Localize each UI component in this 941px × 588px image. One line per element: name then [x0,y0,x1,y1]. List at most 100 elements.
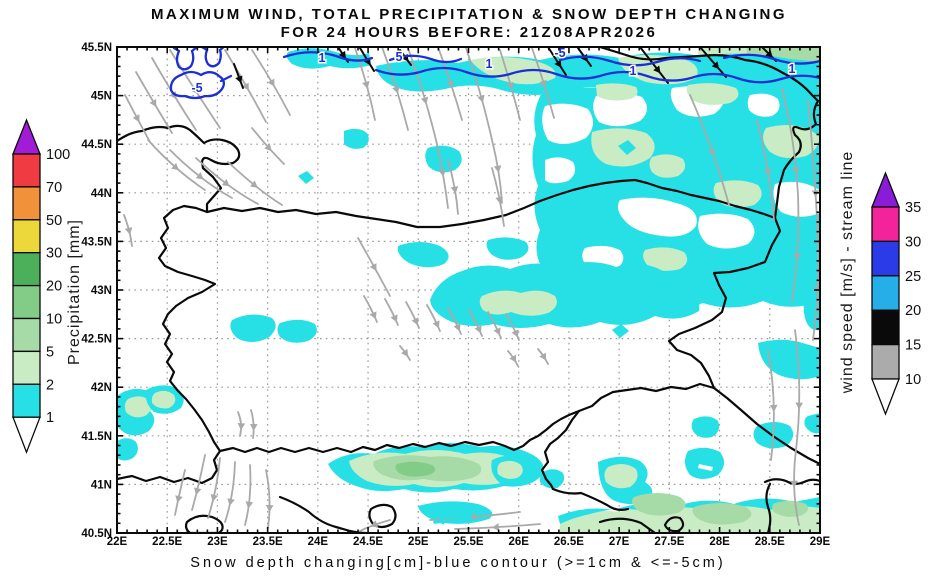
streamline-arrow [438,169,446,177]
precipitation-colorbar-box [12,350,41,385]
streamline-arrow [711,61,720,70]
streamline [207,457,221,519]
x-tick-label: 26E [508,536,529,548]
precipitation-colorbar-tick-label: 100 [46,147,70,163]
wind-speed-colorbar-tick-label: 10 [905,372,921,388]
wind-speed-colorbar-bottom-arrow [871,378,900,416]
streamline-arrow [477,95,485,103]
precip-area-c1 [277,319,317,343]
streamline-arrow [495,196,503,205]
streamline-arrow [267,78,275,87]
wind-speed-colorbar-box [871,240,900,277]
precip-area-c1 [117,438,138,461]
x-tick-label: 23E [207,536,228,548]
precip-hole [542,103,594,145]
streamline-arrow [401,348,409,357]
streamline-arrow [493,165,502,173]
country-border [368,503,397,529]
y-tick-label: 45N [91,91,112,103]
snow-contour-label: 1 [486,57,493,71]
snow-contour-label: 1 [789,62,796,76]
wind-speed-colorbar-tick-label: 35 [905,200,921,216]
precipitation-colorbar-box [12,153,41,188]
precipitation-colorbar-tick-label: 20 [46,279,62,295]
y-tick-label: 44N [91,188,112,200]
streamline-arrow [411,317,419,326]
streamline-arrow [539,79,547,88]
country-border [157,166,223,453]
precip-hole [545,157,576,184]
y-tick-label: 41.5N [81,431,112,443]
country-border [765,482,772,533]
precip-hole [773,181,820,217]
streamline-arrow [242,82,249,91]
country-border [540,409,581,491]
precipitation-colorbar-tick-label: 30 [46,246,62,262]
streamline-arrow [362,80,370,89]
country-border [667,216,782,390]
streamline-arrow [171,162,179,171]
x-tick-label: 25E [408,536,429,548]
precip-area-c1 [486,237,529,260]
streamline-arrow [790,480,798,488]
streamline-arrow [124,227,133,235]
streamline [224,461,236,523]
streamline-arrow [250,180,258,188]
country-border [205,178,777,229]
precipitation-colorbar-bottom-arrow [12,416,41,455]
snow-contour-label: 1 [630,64,637,78]
streamline-arrow [338,50,346,59]
precipitation-colorbar-box [12,383,41,418]
streamline [447,307,462,335]
y-tick-label: 45.5N [81,42,112,54]
x-tick-label: 27.5E [654,536,684,548]
streamline [491,167,505,227]
streamline-arrow [506,82,514,90]
streamline-arrow [432,320,440,329]
x-tick-label: 29E [810,536,831,548]
precipitation-colorbar-box [12,317,41,353]
streamline [250,409,255,439]
streamline-arrow [763,168,772,177]
streamline-arrow [194,487,202,496]
streamline-arrow [469,512,477,521]
precip-area-c5 [692,503,752,525]
y-tick-label: 44.5N [81,139,112,151]
precip-area-c1 [397,242,449,268]
streamline [244,464,252,526]
wind-speed-colorbar-tick-label: 15 [905,338,921,354]
streamline [468,309,483,337]
precip-area-c10 [395,461,436,477]
streamline [793,329,801,526]
streamline-arrow [511,329,519,338]
precipitation-colorbar-tick-label: 70 [46,180,62,196]
streamline-arrow [370,520,379,528]
x-tick-label: 22E [107,536,128,548]
snow-contour-label: -5 [554,46,565,60]
precipitation-colorbar: 100 70 50 30 20 10 5 2 1 [12,118,70,455]
precip-area-c5 [772,500,808,517]
streamline-arrow [195,172,204,180]
x-tick-label: 26.5E [554,536,584,548]
precip-hole [747,93,780,117]
precipitation-colorbar-box [12,252,41,287]
y-tick-label: 42N [91,382,112,394]
snow-contour [282,51,374,62]
snow-contour-label: 1 [319,51,326,65]
streamline-arrow [708,148,716,157]
snow-contour [722,53,820,65]
wind-speed-colorbar-box [871,343,900,380]
precipitation-colorbar-tick-label: 5 [46,344,54,360]
country-border [551,487,630,511]
x-tick-label: 27E [609,536,630,548]
wind-speed-colorbar-tick-label: 30 [905,234,921,250]
precip-area-c2 [470,57,556,85]
streamline [639,47,669,84]
wind-speed-colorbar-box [871,309,900,346]
streamline-arrow [769,404,778,412]
streamline-arrow [191,86,198,95]
snow-contour [558,55,702,67]
precip-area-c5 [631,493,686,516]
precip-area-c2 [686,83,739,105]
